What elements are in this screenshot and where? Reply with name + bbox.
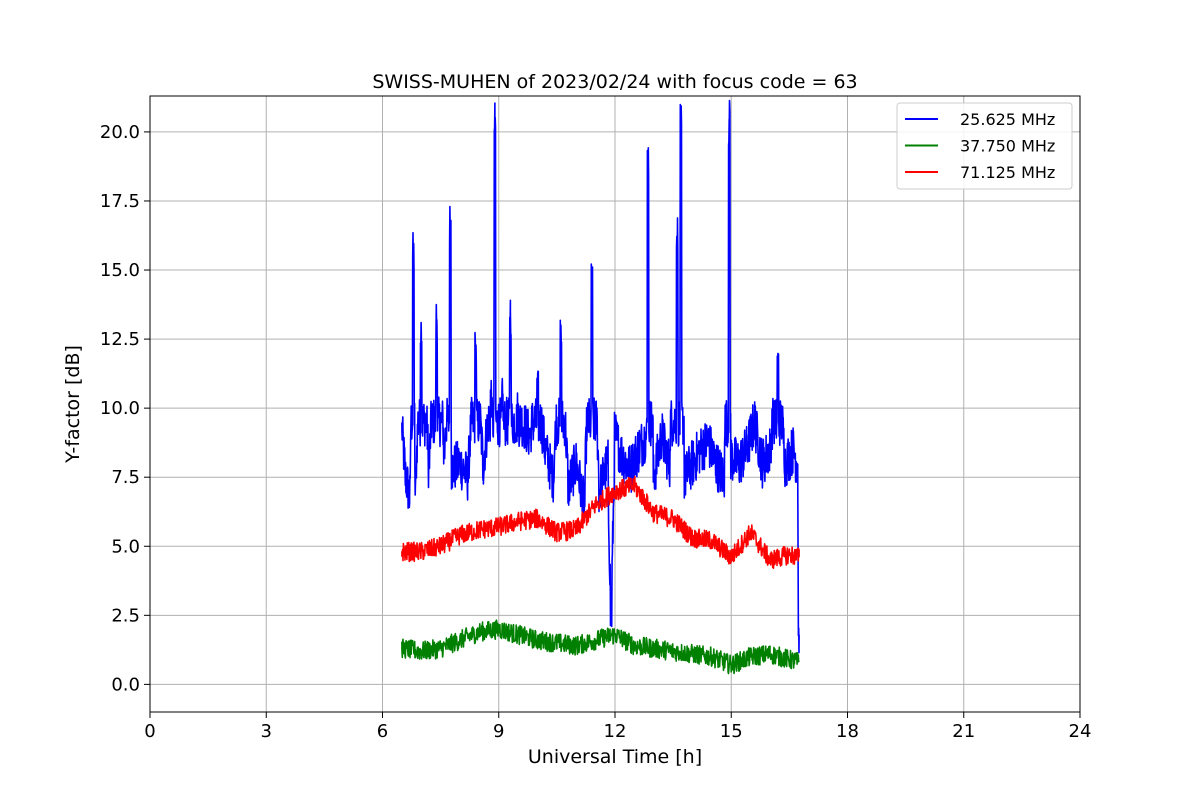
y-tick-label: 0.0	[111, 674, 140, 695]
y-tick-label: 20.0	[100, 122, 140, 143]
legend-label-2: 37.750 MHz	[960, 137, 1055, 156]
legend-label-1: 25.625 MHz	[960, 110, 1055, 129]
y-tick-label: 12.5	[100, 329, 140, 350]
x-tick-label: 15	[720, 721, 743, 742]
series-line-2	[401, 619, 800, 675]
x-tick-label: 24	[1069, 721, 1092, 742]
y-tick-label: 10.0	[100, 398, 140, 419]
series-line-3	[401, 475, 800, 570]
plot-series	[401, 99, 800, 675]
y-tick-label: 7.5	[111, 467, 140, 488]
y-tick-label: 2.5	[111, 605, 140, 626]
x-tick-label: 21	[952, 721, 975, 742]
x-tick-label: 12	[604, 721, 627, 742]
y-tick-label: 17.5	[100, 191, 140, 212]
legend-box	[896, 102, 1073, 190]
x-tick-label: 9	[493, 721, 504, 742]
x-tick-label: 0	[144, 721, 155, 742]
legend-label-3: 71.125 MHz	[960, 163, 1055, 182]
x-tick-label: 6	[377, 721, 388, 742]
y-axis: 0.0 2.5 5.0 7.5 10.0 12.5 15.0 17.5 20.0	[100, 122, 150, 695]
y-tick-label: 15.0	[100, 260, 140, 281]
chart-title: SWISS-MUHEN of 2023/02/24 with focus cod…	[372, 71, 857, 93]
x-axis: 0 3 6 9 12 15 18 21 24	[144, 712, 1091, 742]
x-tick-label: 3	[261, 721, 272, 742]
x-axis-label: Universal Time [h]	[528, 746, 702, 768]
y-axis-label: Y-factor [dB]	[62, 345, 84, 464]
y-tick-label: 5.0	[111, 536, 140, 557]
legend: 25.625 MHz 37.750 MHz 71.125 MHz	[896, 102, 1073, 190]
x-tick-label: 18	[836, 721, 859, 742]
